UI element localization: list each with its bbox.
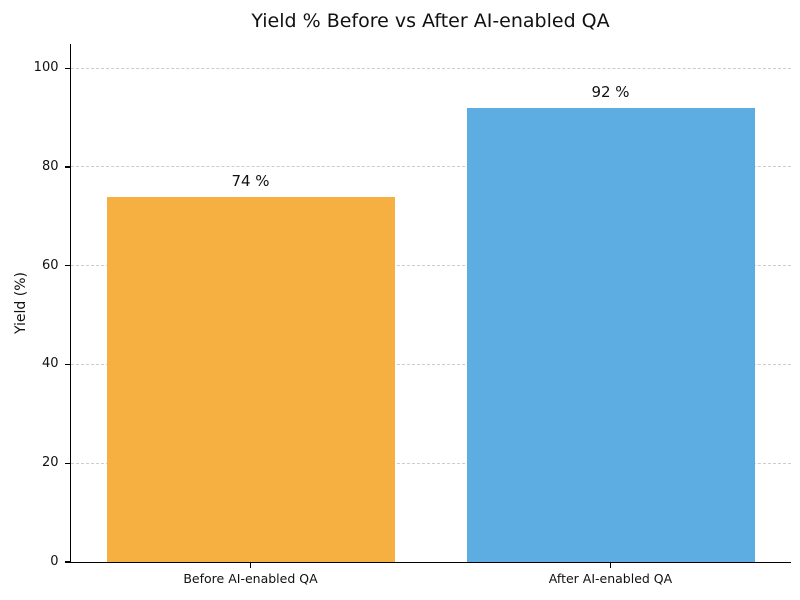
x-tick-label: After AI-enabled QA <box>548 571 673 586</box>
y-tick-mark <box>64 265 71 267</box>
y-tick-mark <box>64 561 71 563</box>
x-axis-spine <box>69 561 792 564</box>
y-tick-label: 0 <box>50 554 59 569</box>
bar-after <box>466 107 755 562</box>
y-gridline <box>70 166 791 168</box>
y-tick-label: 100 <box>33 60 59 76</box>
y-gridline <box>70 265 791 267</box>
y-gridline <box>70 363 791 365</box>
y-tick-label: 40 <box>41 356 59 372</box>
y-axis-label: Yield (%) <box>13 271 29 335</box>
y-tick-label: 20 <box>41 455 59 471</box>
y-tick-label: 80 <box>41 158 59 174</box>
y-gridline <box>70 462 791 464</box>
y-tick-label: 60 <box>41 257 59 273</box>
y-tick-mark <box>64 67 71 69</box>
bar-value-label: 74 % <box>231 171 270 190</box>
x-tick-mark <box>249 563 252 568</box>
chart-title: Yield % Before vs After AI-enabled QA <box>251 10 610 32</box>
y-axis-spine <box>69 43 72 563</box>
x-tick-mark <box>609 563 612 568</box>
y-tick-mark <box>64 462 71 464</box>
y-gridline <box>70 67 791 69</box>
bar-value-label: 92 % <box>591 82 630 101</box>
x-tick-label: Before AI-enabled QA <box>183 571 318 586</box>
bar-before <box>106 196 395 562</box>
y-tick-mark <box>64 166 71 168</box>
y-tick-mark <box>64 363 71 366</box>
